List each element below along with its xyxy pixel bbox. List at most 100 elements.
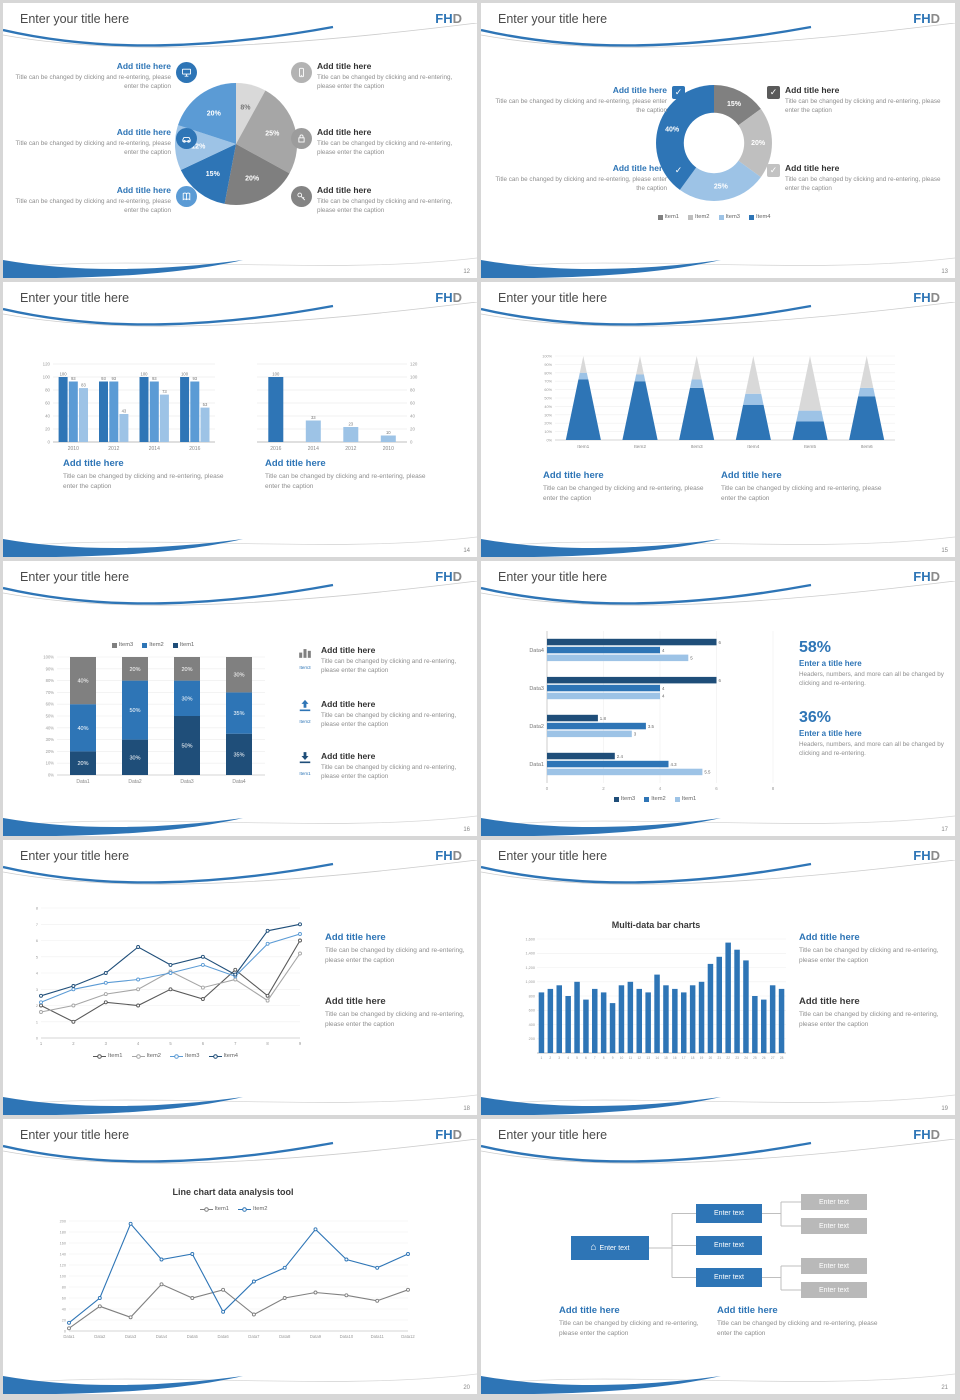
svg-text:2.4: 2.4: [617, 754, 624, 759]
org-leaf-box: Enter text: [801, 1282, 867, 1298]
footer-swoosh: [3, 536, 477, 557]
chart-legend: Item1 Item2 Item3 Item4: [23, 1050, 308, 1062]
svg-text:5: 5: [690, 656, 693, 661]
lock-icon: [291, 128, 312, 149]
svg-text:3: 3: [36, 988, 38, 992]
slide-15[interactable]: Enter your title here FHD 0% 10% 20% 30% 40%…: [481, 282, 955, 557]
stacked-bar-chart: Item3 Item2 Item1 0% 10% 20% 30% 40% 50% 60% 70% 80…: [33, 639, 273, 787]
svg-text:22: 22: [726, 1056, 730, 1060]
callout: Item2 Add title here Title can be change…: [295, 699, 470, 729]
svg-text:120: 120: [410, 362, 418, 367]
slide-20[interactable]: Enter your title here FHD Line chart dat…: [3, 1119, 477, 1394]
callout: ✓ Add title here Title can be changed by…: [767, 85, 949, 115]
svg-text:9: 9: [612, 1056, 614, 1060]
svg-text:40%: 40%: [77, 679, 88, 685]
svg-text:Data2: Data2: [94, 1334, 106, 1339]
svg-text:100: 100: [272, 371, 280, 376]
text-block: Add title here Title can be changed by c…: [63, 458, 228, 492]
svg-text:7: 7: [594, 1056, 596, 1060]
svg-text:40%: 40%: [665, 127, 680, 134]
svg-text:Item3: Item3: [691, 444, 703, 450]
checkbox-icon: ✓: [672, 164, 685, 177]
chart-title: Multi-data bar charts: [611, 920, 701, 930]
slide-19[interactable]: Enter your title here FHD Multi-data bar…: [481, 840, 955, 1115]
page-number: 12: [463, 269, 470, 275]
text-block: Add title here Title can be changed by c…: [325, 996, 465, 1030]
svg-text:20%: 20%: [181, 667, 192, 673]
svg-text:40: 40: [45, 414, 50, 419]
svg-text:0%: 0%: [48, 773, 54, 778]
svg-text:20%: 20%: [46, 749, 55, 754]
stat-block: 58% Enter a title here Headers, numbers,…: [799, 639, 944, 688]
svg-text:25%: 25%: [265, 131, 280, 138]
svg-text:Data1: Data1: [529, 762, 544, 768]
svg-text:12%: 12%: [191, 144, 206, 151]
svg-text:100: 100: [43, 375, 51, 380]
svg-text:2012: 2012: [345, 446, 356, 452]
callout-caption: Title can be changed by clicking and re-…: [15, 140, 171, 157]
page-number: 14: [463, 548, 470, 554]
svg-text:28: 28: [780, 1056, 784, 1060]
svg-text:6: 6: [715, 786, 718, 791]
callout-title: Add title here: [317, 127, 372, 137]
header-swoosh: [3, 581, 477, 606]
logo-text-d: D: [930, 11, 940, 26]
svg-text:20: 20: [62, 1319, 66, 1323]
svg-text:20%: 20%: [751, 140, 766, 147]
svg-text:180: 180: [60, 1231, 66, 1235]
callout-caption: Title can be changed by clicking and re-…: [785, 176, 941, 193]
svg-text:2: 2: [36, 1004, 38, 1008]
bar-chart-icon: [298, 645, 312, 664]
svg-text:11: 11: [629, 1056, 633, 1060]
slide-13[interactable]: Enter your title here FHD 15% 20% 25% 40% It…: [481, 3, 955, 278]
footer-swoosh: [3, 257, 477, 278]
text-block: Add title here Title can be changed by c…: [543, 470, 713, 504]
svg-text:19: 19: [700, 1056, 704, 1060]
callout-caption: Title can be changed by clicking and re-…: [321, 712, 457, 729]
svg-text:43: 43: [122, 408, 127, 413]
stat-block: 36% Enter a title here Headers, numbers,…: [799, 709, 944, 758]
block-title: Add title here: [325, 996, 386, 1007]
svg-text:0: 0: [546, 786, 549, 791]
svg-text:0%: 0%: [547, 439, 553, 443]
svg-text:50%: 50%: [129, 708, 140, 714]
svg-text:1,600: 1,600: [525, 937, 535, 941]
org-leaf-label: Enter text: [819, 1222, 849, 1230]
svg-text:2010: 2010: [68, 446, 79, 452]
slide-17[interactable]: Enter your title here FHD 0 2 4 6 8 Data4 6 4 5 D…: [481, 561, 955, 836]
slide-title: Enter your title here: [498, 291, 608, 305]
svg-text:2012: 2012: [108, 446, 119, 452]
svg-text:60%: 60%: [46, 702, 55, 707]
slide-14[interactable]: Enter your title here FHD 0 20 40 60 80 100 12…: [3, 282, 477, 557]
logo-text-d: D: [452, 848, 462, 863]
block-caption: Title can be changed by clicking and re-…: [325, 1011, 465, 1028]
block-caption: Title can be changed by clicking and re-…: [265, 473, 426, 490]
svg-text:14: 14: [655, 1056, 659, 1060]
logo-text-fh: FH: [435, 848, 453, 863]
callout-caption: Title can be changed by clicking and re-…: [321, 658, 457, 675]
svg-text:160: 160: [60, 1242, 66, 1246]
svg-text:2014: 2014: [149, 446, 160, 452]
svg-text:1: 1: [40, 1041, 43, 1046]
slide-12[interactable]: Enter your title here FHD 8% 25% 20% 15% 12%…: [3, 3, 477, 278]
svg-text:Item1: Item1: [577, 444, 589, 450]
header-swoosh: [481, 302, 955, 327]
svg-text:1,400: 1,400: [525, 952, 535, 956]
donut-chart: 15% 20% 25% 40% Item1 Item2 Item3 Item4: [633, 75, 795, 225]
slide-21[interactable]: Enter your title here FHD ⌂ Enter text En…: [481, 1119, 955, 1394]
svg-text:30%: 30%: [46, 737, 55, 742]
svg-text:Item2: Item2: [634, 444, 646, 450]
callout-title: Add title here: [612, 163, 667, 173]
svg-text:24: 24: [744, 1056, 748, 1060]
svg-text:Data1: Data1: [63, 1334, 75, 1339]
svg-text:Data7: Data7: [248, 1334, 260, 1339]
svg-text:20%: 20%: [245, 175, 260, 182]
slide-16[interactable]: Enter your title here FHD Item3 Item2 Item…: [3, 561, 477, 836]
svg-text:100: 100: [60, 1275, 66, 1279]
svg-text:3: 3: [105, 1041, 108, 1046]
svg-text:30%: 30%: [129, 755, 140, 761]
svg-text:Data3: Data3: [125, 1334, 137, 1339]
svg-text:200: 200: [529, 1037, 535, 1041]
